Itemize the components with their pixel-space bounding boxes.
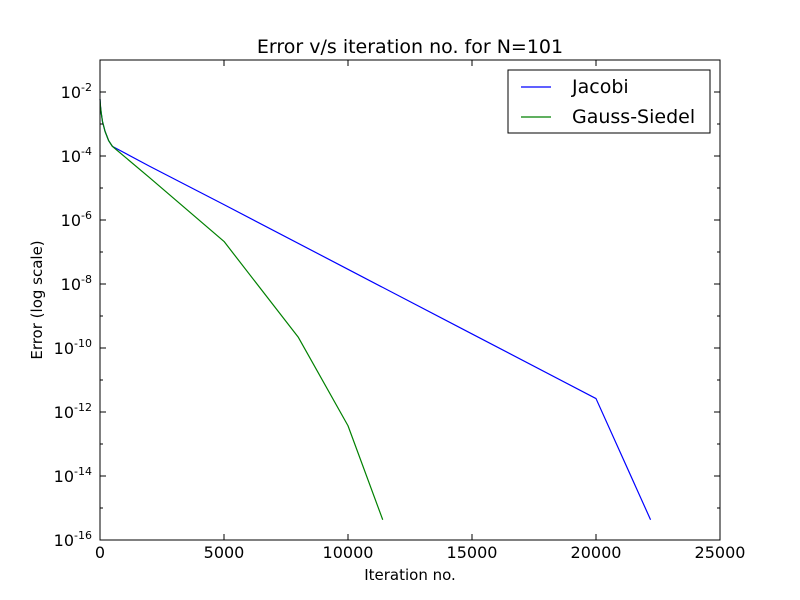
- y-tick-label: 10-8: [61, 273, 92, 294]
- x-tick-label: 5000: [204, 543, 245, 562]
- x-axis: 0 5000 10000 15000 20000 25000: [95, 60, 746, 562]
- x-tick-label: 0: [95, 543, 105, 562]
- y-tick-base: 10: [54, 531, 74, 550]
- y-tick-exponent: -8: [81, 273, 92, 286]
- y-tick-label: 10-10: [54, 337, 92, 358]
- y-tick-base: 10: [54, 467, 74, 486]
- x-axis-label: Iteration no.: [364, 566, 456, 584]
- y-tick-exponent: -10: [74, 337, 92, 350]
- y-tick-base: 10: [61, 211, 81, 230]
- series-line-1: [99, 99, 384, 520]
- legend-label: Gauss-Siedel: [572, 106, 695, 128]
- x-tick-label: 25000: [695, 543, 746, 562]
- plot-frame: [99, 59, 721, 541]
- y-tick-label: 10-2: [61, 81, 92, 102]
- legend-label: Jacobi: [571, 76, 629, 98]
- x-tick-label: 15000: [447, 543, 498, 562]
- y-tick-exponent: -12: [74, 401, 92, 414]
- y-tick-label: 10-12: [54, 401, 92, 422]
- legend: Jacobi Gauss-Siedel: [507, 69, 711, 134]
- y-tick-exponent: -2: [81, 81, 92, 94]
- y-tick-label: 10-14: [54, 465, 92, 486]
- chart-title: Error v/s iteration no. for N=101: [257, 36, 563, 58]
- x-tick-label: 10000: [323, 543, 374, 562]
- y-tick-exponent: -14: [74, 465, 92, 478]
- y-tick-exponent: -4: [81, 145, 92, 158]
- series-layer: [99, 99, 652, 520]
- y-tick-base: 10: [61, 147, 81, 166]
- y-tick-label: 10-16: [54, 529, 92, 550]
- x-tick-label: 20000: [571, 543, 622, 562]
- y-tick-exponent: -6: [81, 209, 92, 222]
- y-tick-exponent: -16: [74, 529, 92, 542]
- y-tick-base: 10: [61, 83, 81, 102]
- y-tick-label: 10-6: [61, 209, 92, 230]
- legend-box: [507, 69, 711, 134]
- y-tick-label: 10-4: [61, 145, 92, 166]
- y-tick-base: 10: [61, 275, 81, 294]
- y-tick-base: 10: [54, 339, 74, 358]
- y-axis-label: Error (log scale): [28, 240, 46, 359]
- y-tick-base: 10: [54, 403, 74, 422]
